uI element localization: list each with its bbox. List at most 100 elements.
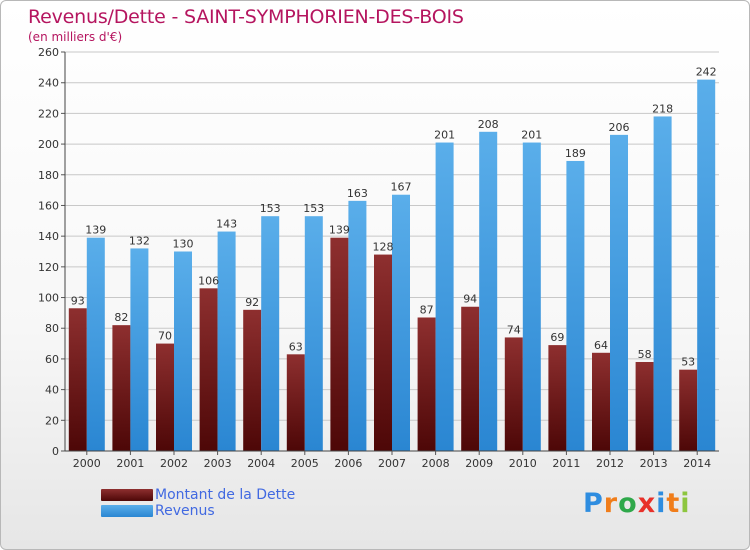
bar-revenus (130, 248, 149, 451)
y-tick-label: 60 (45, 353, 59, 366)
x-tick-label: 2008 (422, 457, 450, 470)
data-labels: 93 139 82 132 70 130 106 143 92 153 63 153 139 163 128… (71, 66, 717, 369)
bar-dette (199, 288, 218, 451)
y-tick-label: 240 (38, 77, 59, 90)
data-label-dette: 53 (681, 356, 695, 369)
bar-revenus (522, 142, 541, 452)
axes: 0 20 40 60 80 100 120 140 160 180 200 220 240 260 2000… (38, 46, 719, 470)
y-tick-label: 180 (38, 169, 59, 182)
data-label-dette: 93 (71, 294, 85, 307)
data-label-revenus: 163 (347, 187, 368, 200)
bar-revenus (217, 231, 236, 451)
x-tick-label: 2003 (204, 457, 232, 470)
data-label-dette: 87 (420, 303, 434, 316)
bar-dette (112, 325, 131, 451)
proxiti-logo: Proxiti (583, 488, 691, 519)
x-tick-label: 2002 (160, 457, 188, 470)
data-label-dette: 69 (550, 331, 564, 344)
legend-swatch-revenus (101, 505, 153, 517)
bar-dette (286, 354, 305, 451)
y-tick-label: 200 (38, 138, 59, 151)
y-tick-label: 160 (38, 199, 59, 212)
data-label-dette: 63 (289, 340, 303, 353)
data-label-revenus: 143 (216, 218, 237, 231)
chart-subtitle: (en milliers d'€) (28, 30, 123, 44)
data-label-dette: 58 (638, 348, 652, 361)
legend-item-dette: Montant de la Dette (101, 487, 401, 503)
logo-letter: i (656, 488, 667, 519)
x-tick-label: 2001 (116, 457, 144, 470)
y-tick-label: 140 (38, 230, 59, 243)
y-tick-label: 220 (38, 107, 59, 120)
bar-dette (635, 361, 654, 451)
y-tick-label: 0 (52, 445, 59, 458)
data-label-revenus: 130 (173, 238, 194, 251)
bar-revenus (304, 216, 323, 451)
y-tick-label: 20 (45, 414, 59, 427)
bar-revenus (261, 216, 280, 451)
x-tick-label: 2009 (465, 457, 493, 470)
data-label-dette: 64 (594, 339, 608, 352)
x-tick-label: 2014 (683, 457, 711, 470)
logo-letter: i (680, 488, 691, 519)
data-label-revenus: 139 (85, 224, 106, 237)
data-label-dette: 70 (158, 330, 172, 343)
bars (68, 79, 716, 452)
bar-dette (592, 352, 610, 451)
y-tick-label: 40 (45, 384, 59, 397)
x-tick-label: 2000 (73, 457, 101, 470)
bar-revenus (174, 251, 192, 451)
x-tick-label: 2012 (596, 457, 624, 470)
logo-letter: t (666, 488, 681, 519)
data-label-dette: 82 (114, 311, 128, 324)
bar-dette (548, 345, 567, 451)
data-label-revenus: 132 (129, 234, 150, 247)
legend-label-revenus: Revenus (155, 503, 215, 519)
y-tick-label: 80 (45, 322, 59, 335)
y-tick-label: 100 (38, 292, 59, 305)
logo-letter: P (583, 488, 604, 519)
chart-title: Revenus/Dette - SAINT-SYMPHORIEN-DES-BOI… (28, 6, 464, 28)
logo-letter: o (618, 488, 638, 519)
bar-revenus (610, 134, 628, 451)
data-label-revenus: 218 (652, 102, 673, 115)
x-tick-label: 2006 (334, 457, 362, 470)
bar-revenus (392, 194, 410, 451)
bar-revenus (479, 131, 498, 452)
logo-letter: x (637, 488, 657, 519)
bar-revenus (653, 116, 672, 451)
data-label-revenus: 189 (565, 147, 586, 160)
bar-revenus (566, 160, 585, 451)
data-label-revenus: 242 (696, 66, 717, 79)
x-tick-label: 2007 (378, 457, 406, 470)
legend: Montant de la Dette Revenus (101, 487, 401, 519)
data-label-revenus: 208 (478, 118, 499, 131)
x-tick-label: 2004 (247, 457, 275, 470)
bar-dette (374, 254, 392, 451)
x-tick-label: 2011 (552, 457, 580, 470)
data-label-dette: 94 (463, 293, 477, 306)
bar-revenus (86, 237, 105, 451)
data-label-revenus: 153 (303, 202, 324, 215)
data-label-revenus: 201 (434, 129, 455, 142)
bar-dette (461, 306, 480, 451)
data-label-dette: 74 (507, 323, 521, 336)
bar-dette (156, 343, 174, 451)
data-label-dette: 106 (198, 274, 219, 287)
legend-label-dette: Montant de la Dette (155, 487, 296, 503)
x-tick-label: 2010 (509, 457, 537, 470)
bar-dette (330, 237, 349, 451)
legend-swatch-dette (101, 489, 153, 501)
data-label-dette: 128 (373, 241, 394, 254)
y-tick-label: 260 (38, 46, 59, 59)
y-tick-label: 120 (38, 261, 59, 274)
data-label-revenus: 206 (609, 121, 630, 134)
bar-dette (504, 337, 523, 451)
bar-revenus (697, 79, 716, 451)
logo-letter: r (603, 488, 619, 519)
bar-dette (417, 317, 436, 451)
data-label-revenus: 153 (260, 202, 281, 215)
x-tick-label: 2013 (640, 457, 668, 470)
